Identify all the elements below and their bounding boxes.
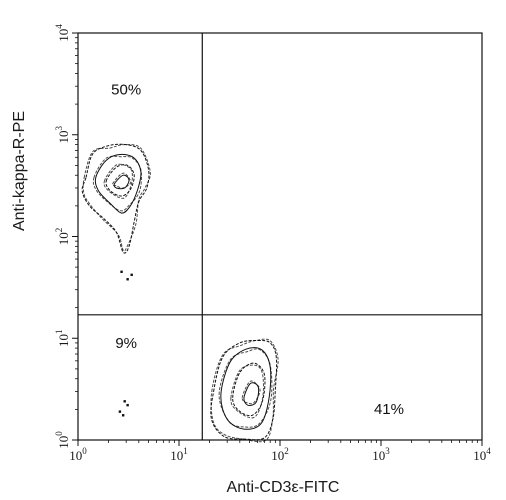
event-speck: [126, 403, 129, 407]
population-cd3-positive: [118, 338, 279, 443]
contour-line: [218, 348, 273, 428]
contour-line: [241, 380, 261, 405]
contour-layer: [81, 143, 279, 443]
x-axis-title: Anti-CD3ε-FITC: [227, 479, 340, 496]
event-speck: [130, 273, 133, 277]
contour-line: [103, 163, 133, 199]
y-tick-label: 104: [54, 24, 71, 42]
y-tick-label: 102: [54, 228, 71, 246]
x-tick-label: 104: [473, 446, 491, 463]
label-layer: 100 101 102 103 104 100 101 102 103 104 50% 9% 41%: [54, 24, 491, 463]
quadrant-label-upper-left: 50%: [111, 81, 141, 98]
x-tick-label: 100: [69, 446, 87, 463]
contour-line: [94, 153, 142, 214]
contour-line: [81, 143, 150, 254]
contour-line: [105, 164, 135, 197]
contour-line: [113, 174, 130, 190]
x-tick-label: 103: [372, 446, 390, 463]
event-speck: [123, 400, 126, 403]
plot-frame: [77, 32, 483, 441]
x-tick-label: 102: [271, 446, 289, 463]
event-speck: [118, 410, 122, 413]
event-speck: [121, 414, 125, 417]
gate-layer: [78, 33, 482, 440]
contour-line: [82, 144, 151, 252]
population-kappa-positive: [81, 143, 151, 281]
quadrant-label-lower-left: 9%: [115, 335, 137, 352]
event-speck: [120, 270, 123, 273]
contour-line: [232, 362, 266, 417]
contour-line: [230, 364, 264, 419]
y-tick-label: 100: [54, 431, 71, 449]
contour-line: [92, 155, 143, 212]
contour-line: [210, 338, 279, 443]
contour-line: [111, 172, 132, 189]
contour-line: [243, 382, 260, 406]
x-tick-label: 101: [170, 446, 188, 463]
y-axis-title: Anti-kappa-R-PE: [11, 111, 28, 231]
quadrant-label-lower-right: 41%: [374, 401, 404, 418]
y-tick-label: 101: [54, 330, 71, 348]
contour-line: [210, 339, 278, 441]
y-tick-label: 103: [54, 126, 71, 144]
event-speck: [126, 278, 129, 281]
